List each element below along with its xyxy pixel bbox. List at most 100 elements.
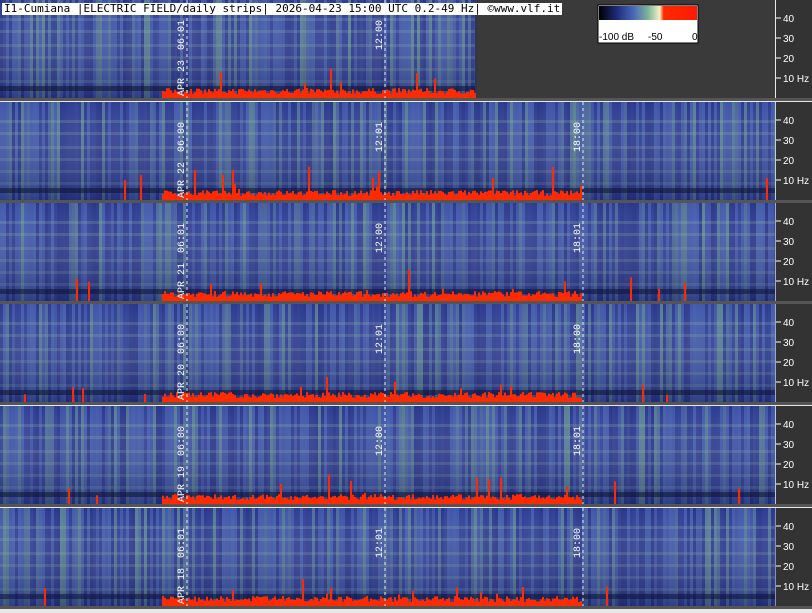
activity-mark xyxy=(358,395,360,402)
activity-mark xyxy=(314,191,316,200)
activity-mark xyxy=(450,496,452,504)
activity-mark xyxy=(278,397,280,402)
activity-mark xyxy=(312,497,314,504)
activity-mark xyxy=(410,601,412,606)
activity-mark xyxy=(382,90,384,98)
activity-mark xyxy=(444,293,446,301)
activity-mark xyxy=(212,498,214,504)
activity-mark xyxy=(462,395,464,402)
activity-mark xyxy=(458,394,460,402)
axis-panel xyxy=(776,508,812,606)
activity-mark xyxy=(360,599,362,606)
activity-mark xyxy=(336,90,338,98)
activity-mark xyxy=(282,596,284,606)
frequency-tick-label: 20 xyxy=(783,562,795,573)
activity-mark xyxy=(342,89,344,98)
activity-mark xyxy=(558,291,560,301)
activity-mark xyxy=(506,191,508,200)
activity-mark xyxy=(162,495,164,504)
activity-mark xyxy=(180,600,182,606)
activity-mark xyxy=(492,393,494,402)
activity-mark xyxy=(572,293,574,301)
activity-mark xyxy=(248,598,250,606)
activity-mark xyxy=(270,599,272,606)
activity-mark xyxy=(456,587,458,606)
activity-mark xyxy=(88,281,90,301)
activity-mark xyxy=(298,498,300,504)
activity-mark xyxy=(254,597,256,606)
activity-mark xyxy=(476,597,478,606)
activity-mark xyxy=(220,294,222,301)
activity-mark xyxy=(446,496,448,504)
activity-mark xyxy=(380,192,382,200)
activity-mark xyxy=(488,478,490,504)
activity-mark xyxy=(260,395,262,402)
activity-mark xyxy=(412,296,414,301)
activity-mark xyxy=(258,191,260,200)
activity-mark xyxy=(508,598,510,606)
activity-mark xyxy=(200,495,202,504)
activity-mark xyxy=(232,495,234,504)
activity-mark xyxy=(258,496,260,504)
activity-mark xyxy=(456,396,458,402)
texture-column xyxy=(774,203,777,301)
activity-mark xyxy=(374,494,376,504)
activity-mark xyxy=(250,601,252,606)
activity-mark xyxy=(252,193,254,200)
activity-mark xyxy=(560,190,562,200)
activity-mark xyxy=(430,397,432,402)
activity-mark xyxy=(390,497,392,504)
activity-mark xyxy=(82,388,84,402)
activity-mark xyxy=(490,393,492,402)
strip-separator xyxy=(0,98,812,101)
activity-mark xyxy=(418,600,420,606)
activity-mark xyxy=(332,89,334,98)
activity-mark xyxy=(442,192,444,200)
strip-shading xyxy=(0,406,775,504)
low-freq-band xyxy=(0,390,775,395)
activity-mark xyxy=(356,395,358,402)
activity-mark xyxy=(256,194,258,200)
activity-mark xyxy=(410,397,412,402)
activity-mark xyxy=(436,194,438,200)
activity-mark xyxy=(510,191,512,200)
activity-mark xyxy=(414,395,416,402)
activity-mark xyxy=(180,93,182,98)
activity-mark xyxy=(166,396,168,402)
activity-mark xyxy=(268,192,270,200)
activity-mark xyxy=(356,600,358,606)
activity-mark xyxy=(312,292,314,301)
activity-mark xyxy=(386,89,388,98)
activity-mark xyxy=(520,192,522,200)
activity-mark xyxy=(326,191,328,200)
strip-separator xyxy=(0,200,812,203)
activity-mark xyxy=(440,599,442,606)
activity-mark xyxy=(432,92,434,98)
activity-mark xyxy=(206,596,208,606)
activity-mark xyxy=(178,498,180,504)
activity-mark xyxy=(298,293,300,301)
activity-mark xyxy=(184,91,186,98)
activity-mark xyxy=(572,496,574,504)
activity-mark xyxy=(552,293,554,301)
activity-mark xyxy=(240,195,242,200)
activity-mark xyxy=(478,292,480,301)
activity-mark xyxy=(300,93,302,98)
activity-mark xyxy=(514,600,516,606)
activity-mark xyxy=(356,90,358,98)
activity-mark xyxy=(402,597,404,606)
activity-mark xyxy=(238,188,240,200)
frequency-tick-label: 40 xyxy=(783,420,795,431)
activity-mark xyxy=(554,397,556,402)
activity-mark xyxy=(266,296,268,301)
activity-mark xyxy=(334,600,336,606)
activity-mark xyxy=(178,91,180,98)
activity-mark xyxy=(236,291,238,301)
activity-mark xyxy=(562,394,564,402)
activity-mark xyxy=(372,599,374,606)
activity-mark xyxy=(354,93,356,98)
activity-mark xyxy=(246,599,248,606)
activity-mark xyxy=(576,191,578,200)
activity-mark xyxy=(302,89,304,98)
activity-mark xyxy=(170,392,172,402)
